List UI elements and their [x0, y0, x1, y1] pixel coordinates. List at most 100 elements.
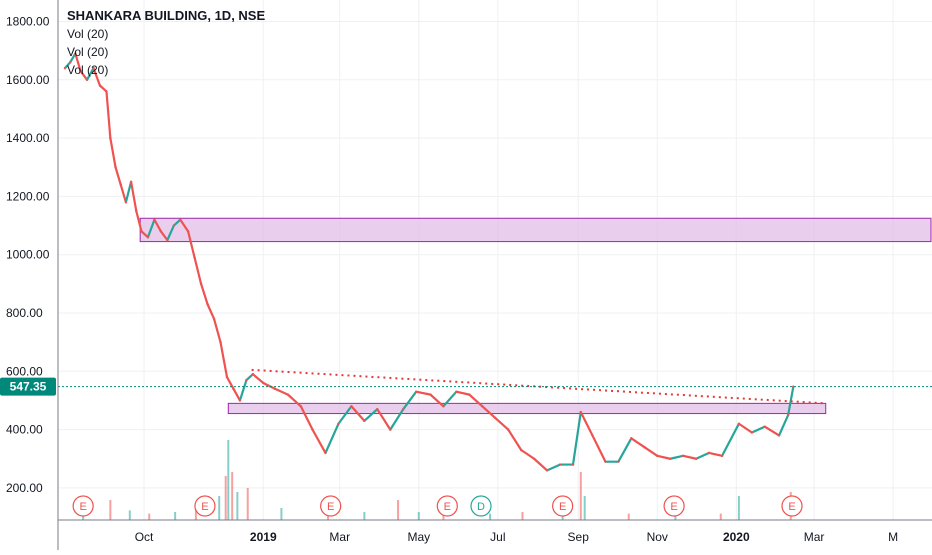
price-segment	[656, 454, 672, 460]
price-segment	[720, 422, 741, 457]
y-tick-label: 1400.00	[6, 131, 50, 145]
price-point	[507, 428, 510, 431]
event-marker-label: E	[79, 501, 86, 513]
price-point	[232, 387, 235, 390]
price-point	[558, 463, 562, 466]
price-point	[114, 166, 117, 169]
event-marker-label: E	[201, 501, 208, 513]
trend-layer	[58, 368, 932, 405]
earnings-marker	[781, 495, 803, 517]
zone-rectangle	[139, 217, 932, 243]
y-tick-label: 600.00	[6, 364, 43, 378]
price-point	[481, 405, 484, 408]
event-marker-label: E	[444, 501, 451, 513]
price-point	[681, 454, 685, 458]
price-point	[219, 340, 222, 344]
price-segment	[455, 390, 471, 396]
price-point	[159, 230, 163, 233]
price-point	[337, 422, 340, 425]
price-segment	[232, 387, 242, 402]
price-segment	[114, 166, 122, 186]
volume-indicator-label[interactable]: Vol (20)	[67, 27, 109, 41]
volume-bar	[674, 513, 677, 520]
price-point	[74, 52, 77, 55]
price-segment	[311, 428, 327, 455]
volume-bar	[224, 476, 227, 520]
price-segment	[92, 67, 102, 87]
price-segment	[376, 408, 392, 431]
y-tick-label: 1000.00	[6, 248, 50, 262]
price-point	[63, 66, 67, 70]
price-point	[617, 460, 620, 463]
price-segment	[415, 390, 432, 396]
x-tick-label: Oct	[135, 530, 154, 544]
volume-bar	[194, 508, 197, 520]
price-point	[415, 390, 418, 393]
zone-layer	[139, 217, 932, 415]
price-segment	[109, 137, 117, 169]
earnings-marker	[194, 495, 216, 517]
price-segment	[85, 67, 95, 81]
price-segment	[591, 434, 607, 463]
volume-bar	[174, 512, 177, 520]
price-point	[68, 61, 72, 64]
price-point	[694, 457, 698, 460]
price-segment	[389, 408, 405, 431]
price-segment	[763, 425, 781, 437]
price-point	[85, 78, 89, 82]
price-segment	[442, 390, 458, 408]
earnings-marker	[436, 495, 458, 517]
price-point	[166, 238, 169, 242]
volume-bar	[397, 500, 400, 520]
x-tick-label: 2020	[723, 530, 750, 544]
price-segment	[630, 437, 646, 449]
event-marker-label: D	[477, 501, 485, 513]
price-segment	[337, 405, 353, 425]
price-point	[311, 428, 314, 431]
price-segment	[63, 61, 72, 70]
price-point	[656, 454, 659, 458]
price-segment	[219, 341, 229, 379]
price-segment	[669, 454, 685, 460]
volume-bar	[737, 496, 740, 520]
price-segment	[429, 393, 445, 408]
volume-bar	[363, 512, 366, 520]
price-point	[273, 387, 277, 390]
volume-bar	[218, 496, 221, 520]
price-segment	[468, 393, 484, 408]
price-point	[455, 390, 458, 393]
volume-indicator-label[interactable]: Vol (20)	[67, 45, 109, 59]
price-point	[468, 393, 471, 396]
price-point	[262, 381, 265, 385]
price-segment	[105, 90, 112, 140]
y-tick-label: 800.00	[6, 306, 43, 320]
price-point	[750, 431, 754, 434]
volume-bar	[583, 496, 586, 520]
price-point	[402, 407, 405, 411]
price-point	[146, 236, 150, 239]
price-point	[299, 405, 303, 408]
price-point	[545, 469, 549, 472]
y-tick-label: 1200.00	[6, 189, 50, 203]
price-point	[140, 230, 143, 233]
price-point	[98, 84, 102, 87]
price-segment	[179, 218, 190, 233]
price-segment	[571, 411, 582, 466]
volume-indicator-label[interactable]: Vol (20)	[67, 63, 109, 77]
price-point	[79, 69, 82, 73]
volume-bar	[246, 488, 249, 520]
price-segment	[98, 84, 108, 93]
price-point	[376, 407, 379, 411]
earnings-marker	[320, 495, 342, 517]
price-point	[786, 413, 790, 417]
volume-bar	[579, 472, 582, 520]
price-point	[245, 378, 248, 382]
price-point	[630, 437, 633, 440]
price-segment	[225, 376, 235, 390]
price-segment	[245, 373, 255, 382]
price-segment	[533, 457, 549, 472]
price-point	[109, 136, 112, 140]
